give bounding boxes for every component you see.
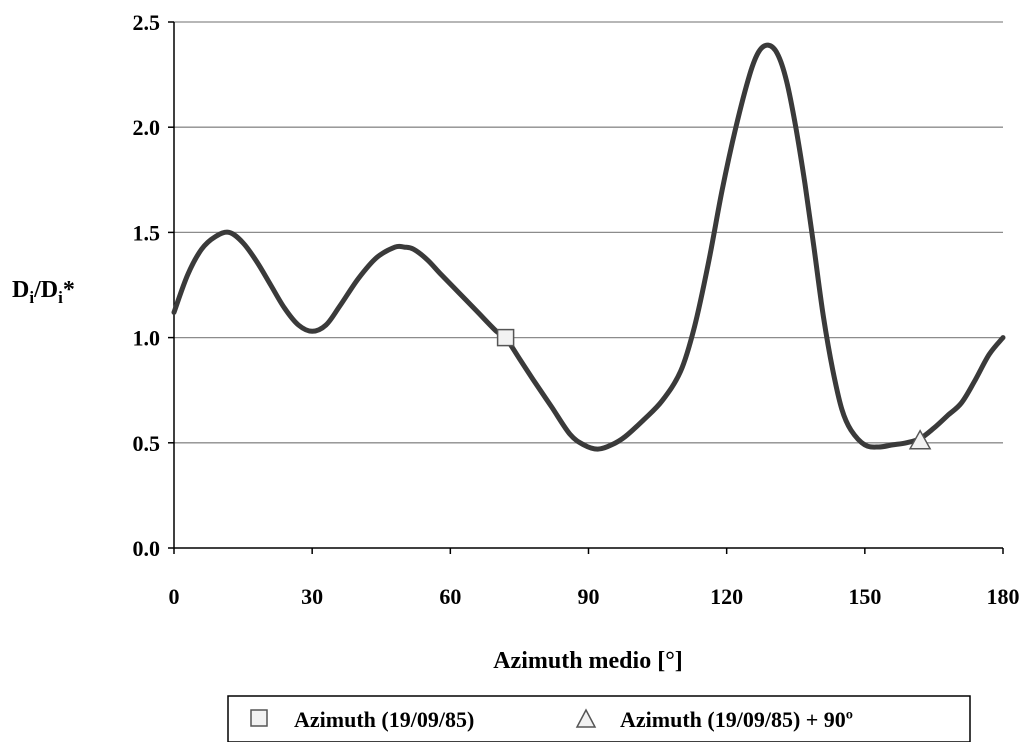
y-axis-title-sep: /D [33, 277, 58, 303]
x-ticks: 0 30 60 90 120 150 180 [169, 548, 1020, 609]
x-tick-label-4: 120 [710, 584, 743, 609]
y-tick-label-5: 2.5 [133, 10, 161, 35]
markers-group [496, 328, 932, 450]
legend-label-square: Azimuth (19/09/85) [294, 707, 474, 732]
axes [173, 22, 1003, 549]
x-tick-label-5: 150 [848, 584, 881, 609]
x-tick-label-2: 60 [439, 584, 461, 609]
marker-triangle [908, 429, 932, 450]
y-tick-label-0: 0.0 [133, 536, 161, 561]
y-tick-label-1: 0.5 [133, 431, 161, 456]
y-axis-title: Di/Di* [12, 277, 75, 307]
x-tick-label-3: 90 [578, 584, 600, 609]
y-tick-label-3: 1.5 [133, 220, 161, 245]
series-line [171, 42, 1006, 452]
y-axis-title-sub2: i [58, 288, 63, 307]
y-axis-title-sub: i [29, 288, 34, 307]
x-axis-title: Azimuth medio [°] [493, 648, 683, 674]
y-tick-label-4: 2.0 [133, 115, 161, 140]
legend-box [227, 695, 971, 742]
y-axis-title-star: * [63, 277, 75, 303]
y-ticks: 0.0 0.5 1.0 1.5 2.0 2.5 [133, 10, 174, 561]
series-group [171, 42, 1006, 452]
grid-lines [174, 21, 1003, 444]
legend-square-marker [250, 709, 268, 727]
x-tick-label-0: 0 [169, 584, 180, 609]
x-tick-label-1: 30 [301, 584, 323, 609]
y-axis-title-main: D [12, 277, 29, 303]
legend: Azimuth (19/09/85) Azimuth (19/09/85) + … [227, 695, 971, 742]
x-tick-label-6: 180 [987, 584, 1020, 609]
marker-square [496, 328, 515, 347]
legend-triangle-marker [575, 708, 597, 728]
legend-label-triangle: Azimuth (19/09/85) + 90º [620, 707, 853, 732]
y-tick-label-2: 1.0 [133, 326, 161, 351]
